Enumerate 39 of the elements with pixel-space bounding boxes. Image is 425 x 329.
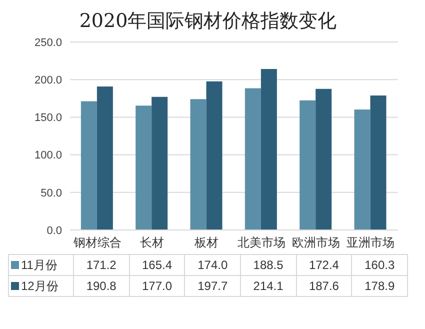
bar xyxy=(260,68,277,230)
bar xyxy=(136,106,152,230)
x-tick-label: 北美市场 xyxy=(237,236,286,250)
x-tick-label: 钢材综合 xyxy=(72,236,122,250)
bar xyxy=(370,95,386,230)
data-label: 190.8 xyxy=(74,276,130,296)
x-tick-label: 长材 xyxy=(140,236,164,250)
chart-title: 2020年国际钢材价格指数变化 xyxy=(78,9,338,34)
bar xyxy=(152,96,168,230)
data-label: 165.4 xyxy=(129,254,185,276)
bar xyxy=(80,101,97,230)
bar xyxy=(190,99,206,230)
data-label: 178.9 xyxy=(352,276,408,296)
x-tick-label: 亚洲市场 xyxy=(346,236,395,250)
data-label: 188.5 xyxy=(240,254,296,276)
y-tick-label: 150.0 xyxy=(34,112,62,124)
data-label: 214.1 xyxy=(240,276,296,296)
data-label: 197.7 xyxy=(184,276,240,296)
x-tick-label: 板材 xyxy=(194,236,219,250)
bar xyxy=(206,81,222,230)
data-label: 172.4 xyxy=(296,254,352,276)
data-label: 171.2 xyxy=(74,254,130,276)
bar xyxy=(316,88,332,230)
data-label: 187.6 xyxy=(296,276,352,296)
legend-label: 11月份 xyxy=(8,254,74,276)
data-label: 160.3 xyxy=(352,254,408,276)
bar xyxy=(96,86,113,230)
x-tick-label: 欧洲市场 xyxy=(292,236,340,250)
y-tick-label: 250.0 xyxy=(34,36,62,49)
y-tick-label: 200.0 xyxy=(34,74,62,87)
y-tick-label: 100.0 xyxy=(34,150,62,162)
legend-label: 12月份 xyxy=(8,276,74,296)
y-tick-label: 0.0 xyxy=(46,224,62,237)
data-label: 177.0 xyxy=(129,276,185,296)
bar xyxy=(354,109,370,230)
y-tick-label: 50.0 xyxy=(40,187,62,200)
bar xyxy=(300,100,316,230)
bar xyxy=(244,88,261,230)
data-label: 174.0 xyxy=(184,254,240,276)
